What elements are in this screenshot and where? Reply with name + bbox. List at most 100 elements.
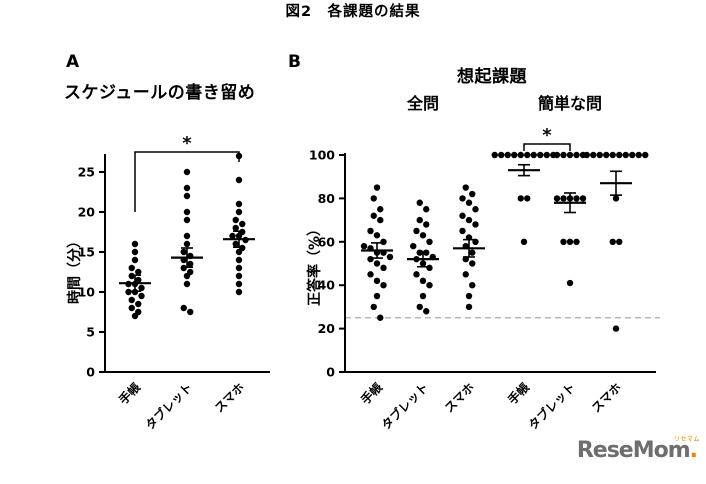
- data-point: [138, 292, 145, 300]
- data-point: [462, 184, 469, 191]
- data-point: [530, 151, 537, 159]
- data-point: [235, 200, 243, 208]
- data-point: [128, 296, 135, 304]
- data-point: [573, 151, 580, 159]
- data-point: [590, 151, 597, 159]
- significance-bracket: [134, 151, 240, 212]
- resemom-logo: ReseMom. リセマム: [576, 436, 700, 463]
- data-point: [131, 256, 139, 264]
- data-point: [183, 240, 191, 248]
- data-point: [135, 268, 142, 276]
- data-point: [462, 271, 469, 278]
- y-tick-label: 60: [318, 234, 336, 249]
- data-point: [469, 249, 476, 256]
- x-category-label: スマホ: [442, 380, 477, 415]
- data-point: [469, 282, 476, 289]
- data-point: [370, 303, 377, 311]
- data-point: [380, 282, 387, 289]
- resemom-logo-subtext: リセマム: [673, 436, 700, 443]
- data-point: [232, 224, 239, 232]
- data-point: [537, 151, 544, 159]
- data-point: [232, 216, 239, 224]
- data-point: [423, 206, 430, 213]
- data-point: [413, 227, 420, 235]
- data-point: [235, 264, 243, 272]
- significance-star: *: [182, 133, 192, 154]
- resemom-logo-text: ReseMom: [576, 438, 691, 463]
- data-point: [423, 249, 430, 256]
- data-point: [520, 238, 528, 245]
- data-point: [491, 151, 498, 159]
- x-category-label: 手帳: [358, 380, 386, 408]
- x-category-label: 手帳: [116, 380, 144, 408]
- data-point: [413, 271, 420, 278]
- data-point: [128, 264, 135, 272]
- x-category-label: スマホ: [212, 380, 247, 415]
- data-point: [465, 216, 473, 224]
- data-point: [183, 208, 191, 216]
- data-point: [612, 195, 620, 202]
- data-point: [138, 284, 145, 292]
- data-point: [426, 238, 433, 245]
- data-point: [560, 151, 567, 159]
- data-point: [504, 151, 511, 159]
- data-point: [603, 151, 610, 159]
- x-category-label: 手帳: [505, 380, 533, 408]
- data-point: [235, 208, 243, 216]
- y-tick-label: 80: [318, 191, 336, 206]
- data-point: [459, 195, 466, 202]
- data-point: [517, 151, 524, 159]
- significance-star: *: [542, 125, 552, 146]
- y-tick-label: 100: [309, 148, 335, 163]
- data-point: [367, 271, 374, 278]
- data-point: [235, 256, 243, 264]
- data-point: [616, 151, 623, 159]
- data-point: [642, 151, 649, 159]
- data-point: [596, 151, 603, 159]
- data-point: [553, 195, 561, 202]
- data-point: [370, 195, 377, 202]
- data-point: [609, 151, 616, 159]
- data-point: [472, 221, 479, 228]
- data-point: [367, 227, 374, 235]
- data-point: [465, 292, 473, 300]
- data-point: [380, 264, 387, 272]
- data-point: [377, 206, 384, 213]
- data-point: [410, 242, 417, 250]
- data-point: [622, 151, 629, 159]
- data-point: [180, 304, 187, 312]
- data-point: [235, 280, 243, 288]
- data-point: [517, 195, 524, 202]
- data-point: [511, 151, 518, 159]
- data-point: [183, 280, 191, 288]
- data-point: [498, 151, 505, 159]
- panel-a-title: スケジュールの書き留め: [64, 83, 256, 103]
- data-point: [573, 195, 580, 202]
- y-tick-label: 0: [86, 365, 95, 380]
- data-point: [560, 195, 567, 202]
- data-point: [573, 238, 580, 245]
- data-point: [416, 199, 423, 206]
- data-point: [125, 288, 132, 296]
- x-category-label: タブレット: [142, 380, 195, 433]
- significance-bracket: [523, 143, 571, 151]
- data-point: [612, 325, 620, 332]
- y-tick-label: 25: [78, 165, 95, 180]
- data-point: [635, 151, 642, 159]
- data-point: [232, 240, 239, 248]
- data-point: [229, 232, 236, 240]
- data-point: [135, 300, 142, 308]
- data-point: [423, 221, 430, 228]
- data-point: [131, 240, 139, 248]
- subpanel-easy-questions-label: 簡単な問: [537, 94, 603, 113]
- data-point: [183, 184, 191, 192]
- data-point: [426, 264, 433, 272]
- data-point: [616, 238, 623, 245]
- panel-a-letter: A: [66, 52, 80, 72]
- data-point: [426, 282, 433, 289]
- data-point: [235, 272, 243, 280]
- data-point: [416, 303, 423, 311]
- data-point: [416, 216, 423, 224]
- data-point: [370, 212, 377, 219]
